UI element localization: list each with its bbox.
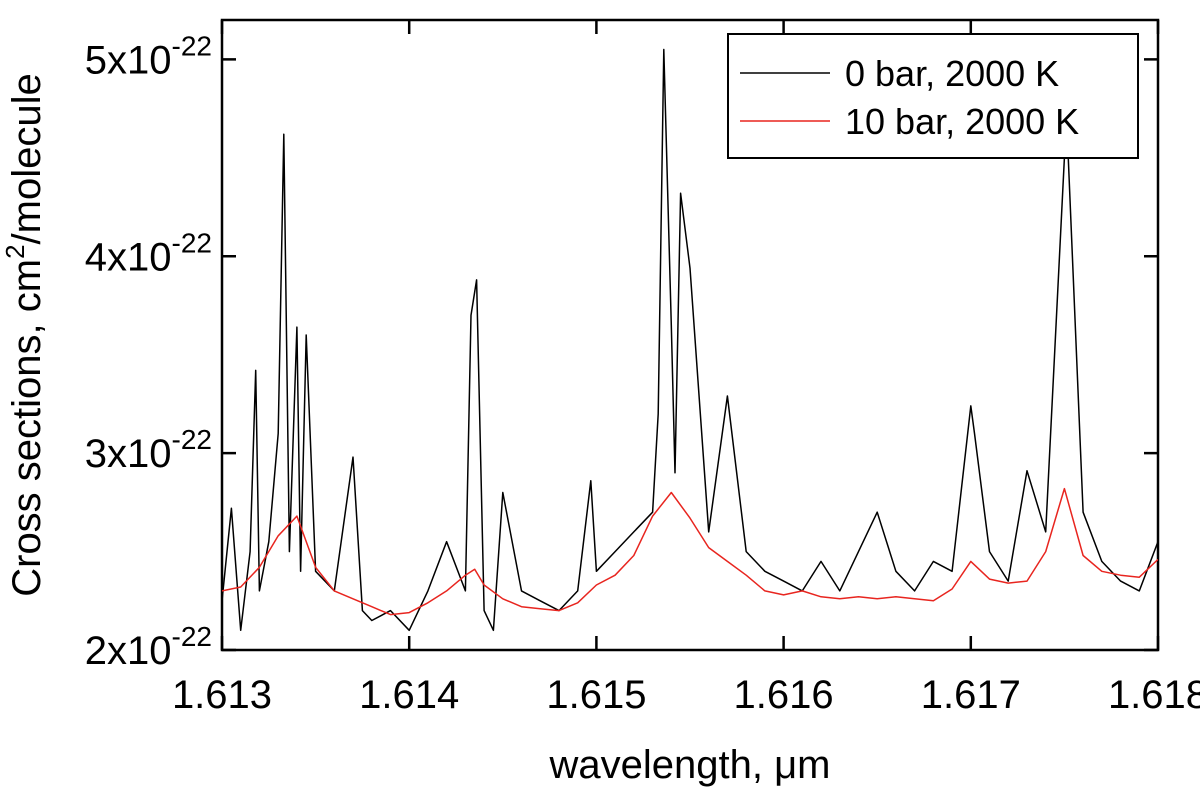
plot-frame xyxy=(220,18,1160,652)
x-tick-label-3: 1.616 xyxy=(734,673,834,717)
y-axis-title-text: Cross sections, cm xyxy=(5,259,49,597)
x-tick-label-1: 1.614 xyxy=(359,673,459,717)
y-axis-title-unit: /molecule xyxy=(5,73,49,244)
legend: 0 bar, 2000 K 10 bar, 2000 K xyxy=(727,33,1139,159)
x-tick-label-5: 1.618 xyxy=(1108,673,1200,717)
x-tick-label-4: 1.617 xyxy=(921,673,1021,717)
x-tick-label-0: 1.613 xyxy=(172,673,272,717)
y-tick-label-1: 3x10-22 xyxy=(85,424,212,476)
series-layer xyxy=(222,48,1158,632)
y-axis-title: Cross sections, cm2/molecule xyxy=(0,73,49,597)
y-tick-labels: 2x10-22 3x10-22 4x10-22 5x10-22 xyxy=(85,30,212,673)
x-tick-labels: 1.613 1.614 1.615 1.616 1.617 1.618 xyxy=(172,673,1200,717)
legend-label-1: 10 bar, 2000 K xyxy=(845,101,1079,142)
y-axis-title-superscript: 2 xyxy=(0,244,30,258)
legend-label-0: 0 bar, 2000 K xyxy=(845,53,1059,94)
series-line-1 xyxy=(222,487,1158,616)
y-tick-label-3: 5x10-22 xyxy=(85,30,212,82)
axis-ticks xyxy=(220,20,1160,652)
x-axis-title: wavelength, μm xyxy=(549,743,831,787)
legend-box xyxy=(727,33,1139,159)
x-tick-label-2: 1.615 xyxy=(546,673,646,717)
y-tick-label-2: 4x10-22 xyxy=(85,227,212,279)
series-line-0 xyxy=(222,48,1158,632)
y-tick-label-0: 2x10-22 xyxy=(85,621,212,673)
